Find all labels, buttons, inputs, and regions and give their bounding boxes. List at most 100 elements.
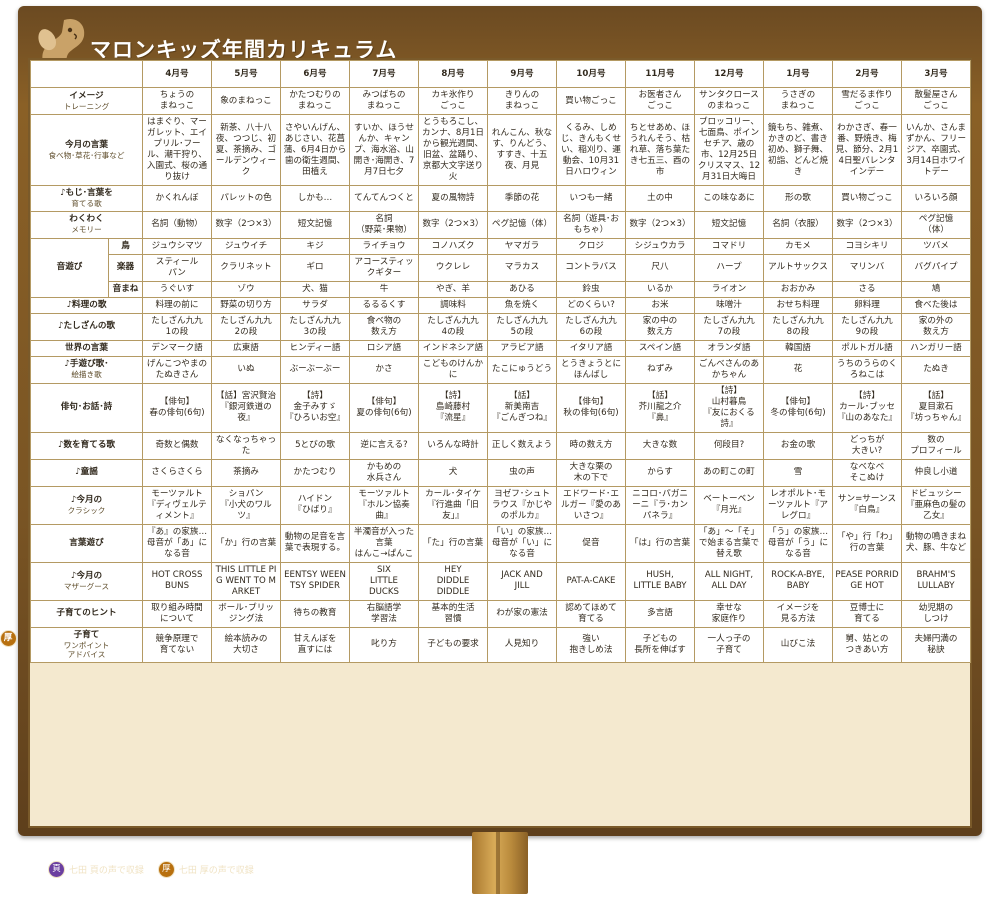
month-header-5: 8月号: [418, 60, 488, 88]
cell: 形の歌: [763, 185, 833, 212]
cell: おおかみ: [763, 280, 833, 298]
cell: 名詞（遊具･おもちゃ）: [556, 210, 626, 239]
table-row: ♪手遊び歌･ 絵描き歌 げんこつやまのたぬきさん いぬ ぶーぶーぶー かさ こどものけんかに…: [30, 355, 971, 384]
legend-item: 厚七田 厚の声で収録: [157, 861, 254, 878]
cell: マラカス: [487, 253, 557, 282]
table-row: 音遊び 鳥ジュウシマツ ジュウイチ キジ ライチョウ コノハズク ヤマガラ クロジ シジュウカラ…: [30, 237, 971, 298]
cell: 野菜の切り方: [211, 296, 281, 314]
cell: ねずみ: [625, 355, 695, 384]
cell: さくらさくら: [142, 458, 212, 487]
cell: 名詞（衣服）: [763, 210, 833, 239]
cell: ペグ記憶（体）: [901, 210, 971, 239]
voice-badge: 厚: [0, 629, 17, 647]
cell: 尺八: [625, 253, 695, 282]
cell: うぐいす: [142, 280, 212, 298]
cell: ヨゼフ･シュトラウス『かじやのポルカ』: [487, 485, 557, 525]
cell: さやいんげん、あじさい、花菖蒲、6月4日から歯の衛生週間、田植え: [280, 114, 350, 186]
cell: キジ: [280, 237, 350, 255]
cell: 数の プロフィール: [901, 431, 971, 460]
table-row: 厚 子育て ワンポイント アドバイス 競争原理で 育てない 絵本読みの 大切さ 甘えんぼを 直すに…: [0, 626, 971, 664]
cell: ライチョウ: [349, 237, 419, 255]
cell: たしざん九九 7の段: [694, 312, 764, 341]
cell: ギロ: [280, 253, 350, 282]
cell: 夫婦円満の 秘訣: [901, 626, 971, 664]
cell: ヒンディー語: [280, 339, 350, 357]
table-row: ♪たしざんの歌 たしざん九九 1の段 たしざん九九 2の段 たしざん九九 3の段 食べ物の 数え…: [30, 312, 971, 341]
cell: アルトサックス: [763, 253, 833, 282]
cell: きりんの まねっこ: [487, 87, 557, 115]
cell: 絵本読みの 大切さ: [211, 626, 281, 664]
row-label: わくわく メモリー: [30, 210, 143, 239]
cell: すいか、ほうせんか、キャンプ、海水浴、山開き･海開き、7月7日七夕: [349, 114, 419, 186]
cell: こどものけんかに: [418, 355, 488, 384]
cell: かくれんぼ: [142, 185, 212, 212]
cell: 家の外の 数え方: [901, 312, 971, 341]
cell: 幸せな 家庭作り: [694, 599, 764, 628]
cell: 「や」行「わ」行の言葉: [832, 523, 902, 563]
cell: なべなべ そこぬけ: [832, 458, 902, 487]
cell: 「う」の家族… 母音が「う」になる音: [763, 523, 833, 563]
cell: 山びこ法: [763, 626, 833, 664]
row-label-main: 世界の言葉: [65, 342, 108, 353]
table-row: 世界の言葉 デンマーク語 広東語 ヒンディー語 ロシア語 インドネシア語 アラビア語 イタリア…: [30, 339, 971, 357]
cell: 【詩】 島崎藤村 『流星』: [418, 382, 488, 433]
cell: 強い 抱きしめ法: [556, 626, 626, 664]
cell: 卵料理: [832, 296, 902, 314]
cell: アコースティックギター: [349, 253, 419, 282]
cell: 韓国語: [763, 339, 833, 357]
cell: HEY DIDDLE DIDDLE: [418, 561, 488, 601]
table-row: 俳句･お話･詩 【俳句】 春の俳句(6句) 【話】宮沢賢治 『銀河鉄道の夜』 【詩】 金子み…: [30, 382, 971, 433]
cell: 逆に言える?: [349, 431, 419, 460]
cell: 取り組み時間 について: [142, 599, 212, 628]
cell: 数字（2つ×3）: [418, 210, 488, 239]
row-label: ♪数を育てる歌: [30, 431, 143, 460]
cell: 多言語: [625, 599, 695, 628]
cell: SIX LITTLE DUCKS: [349, 561, 419, 601]
cell: カキ氷作り ごっこ: [418, 87, 488, 115]
month-header-8: 11月号: [625, 60, 695, 88]
cell: 犬、猫: [280, 280, 350, 298]
cell: ポルトガル語: [832, 339, 902, 357]
row-label-main: 今月の言葉: [65, 139, 108, 150]
cell: 家の中の 数え方: [625, 312, 695, 341]
cell: 魚を焼く: [487, 296, 557, 314]
row-label: 今月の言葉 食べ物･草花･行事など: [30, 114, 143, 186]
row-label-sub: マザーグース: [63, 581, 110, 591]
cell: 【俳句】 冬の俳句(6句): [763, 382, 833, 433]
row-label-sub: クラシック: [67, 505, 106, 515]
cell: 「い」の家族… 母音が「い」になる音: [487, 523, 557, 563]
cell: 【話】 芥川龍之介 『鼻』: [625, 382, 695, 433]
cell: いるか: [625, 280, 695, 298]
cell: ベートーベン 『月光』: [694, 485, 764, 525]
row-label-main: 子育て: [73, 629, 100, 640]
cell: さる: [832, 280, 902, 298]
cell: 夏の風物詩: [418, 185, 488, 212]
cell: HUSH, LITTLE BABY: [625, 561, 695, 601]
cell: 競争原理で 育てない: [142, 626, 212, 664]
month-header-12: 3月号: [901, 60, 971, 88]
row-label-sub: 育てる歌: [71, 199, 102, 208]
cell: 数字（2つ×3）: [211, 210, 281, 239]
cell: 認めてほめて 育てる: [556, 599, 626, 628]
cell: 基本的生活 習慣: [418, 599, 488, 628]
row-label-sub: トレーニング: [63, 101, 110, 111]
row-label-sub: ワンポイント アドバイス: [63, 640, 110, 660]
cell: 動物の足音を言葉で表現する。: [280, 523, 350, 563]
cell: 買い物ごっこ: [556, 87, 626, 115]
cell: パレットの色: [211, 185, 281, 212]
month-header-4: 7月号: [349, 60, 419, 88]
cell: 鳩: [901, 280, 971, 298]
row-label: 厚 子育て ワンポイント アドバイス: [0, 626, 143, 664]
cell: 食べ物の 数え方: [349, 312, 419, 341]
row-label-main: 音遊び: [56, 262, 83, 273]
row-label-main: ♪手遊び歌･: [64, 359, 109, 370]
cell: HOT CROSS BUNS: [142, 561, 212, 601]
cell: スティール パン: [142, 253, 212, 282]
cell: 人見知り: [487, 626, 557, 664]
cell: いんか、さんまずかん、フリージア、卒園式、3月14日ホワイトデー: [901, 114, 971, 186]
cell: PAT-A-CAKE: [556, 561, 626, 601]
cell: ペグ記憶（体）: [487, 210, 557, 239]
cell: どっちが 大きい?: [832, 431, 902, 460]
cell: インドネシア語: [418, 339, 488, 357]
cell: たこにゅうどう: [487, 355, 557, 384]
